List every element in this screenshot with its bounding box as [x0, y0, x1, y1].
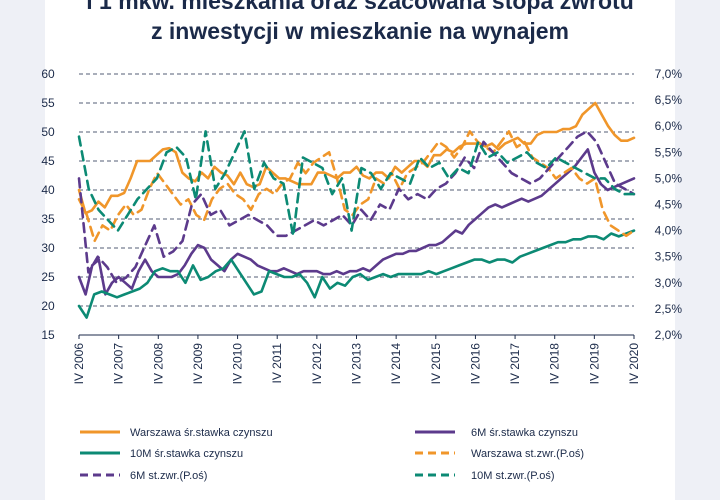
chart-card: [45, 0, 675, 500]
x-tick-label: IV 2006: [72, 343, 86, 385]
left-axis-ticks: 15 20 25 30 35 40 45 50 55 60: [41, 67, 55, 342]
left-tick-label: 35: [41, 212, 55, 226]
legend-label-2: 6M śr.stawka czynszu: [471, 427, 578, 439]
series-line-4: [77, 130, 636, 243]
right-tick-label: 2,0%: [655, 328, 683, 342]
x-tick-label: IV 2017: [508, 343, 522, 385]
x-tick-label: IV 2016: [468, 343, 482, 385]
legend-label-4: Warszawa st.zwr.(P.oś): [471, 448, 584, 460]
left-tick-label: 50: [41, 125, 55, 139]
right-tick-label: 4,0%: [655, 224, 683, 238]
series-line-3: [77, 229, 636, 319]
x-tick-label: IV 2008: [151, 343, 165, 385]
right-tick-label: 6,5%: [655, 93, 683, 107]
left-tick-label: 15: [41, 328, 55, 342]
legend-label-5: 6M st.zwr.(P.oś): [130, 470, 207, 482]
x-tick-label: IV 2013: [350, 343, 364, 385]
chart-title-line-2: z inwestycji w mieszkanie na wynajem: [150, 18, 569, 44]
series-layer: [77, 101, 636, 319]
x-axis-ticks: IV 2006 IV 2007 IV 2008 IV 2009 IV 2010 IV 20…: [72, 334, 641, 385]
left-tick-label: 40: [41, 183, 55, 197]
x-tick-label: IV 2010: [231, 343, 245, 385]
right-tick-label: 5,0%: [655, 171, 683, 185]
right-tick-label: 3,5%: [655, 250, 683, 264]
chart-title-line-1: i 1 mkw. mieszkania oraz szacowana stopa…: [86, 0, 634, 14]
x-tick-label: IV 2011: [270, 343, 284, 384]
x-tick-label: IV 2018: [548, 343, 562, 385]
right-tick-label: 3,0%: [655, 276, 683, 290]
series-line-2: [77, 148, 636, 296]
series-line-5: [77, 130, 636, 285]
left-tick-label: 45: [41, 154, 55, 168]
right-axis-ticks: 2,0% 2,5% 3,0% 3,5% 4,0% 4,5% 5,0% 5,5% 6,0% 6,5%…: [655, 67, 683, 342]
legend-label-6: 10M st.zwr.(P.oś): [471, 470, 555, 482]
x-tick-label: IV 2007: [112, 343, 126, 385]
x-tick-label: IV 2020: [627, 343, 641, 385]
legend-label-3: 10M śr.stawka czynszu: [130, 448, 243, 460]
right-tick-label: 4,5%: [655, 198, 683, 212]
right-tick-label: 2,5%: [655, 302, 683, 316]
left-tick-label: 20: [41, 299, 55, 313]
x-tick-label: IV 2009: [191, 343, 205, 385]
left-tick-label: 30: [41, 241, 55, 255]
legend: Warszawa śr.stawka czynszu 6M śr.stawka c…: [80, 427, 584, 482]
x-tick-label: IV 2014: [389, 343, 403, 385]
x-tick-label: IV 2015: [429, 343, 443, 385]
left-tick-label: 60: [41, 67, 55, 81]
series-line-6: [77, 130, 636, 238]
grid-lines: [79, 73, 634, 336]
left-tick-label: 55: [41, 96, 55, 110]
right-tick-label: 5,5%: [655, 145, 683, 159]
x-tick-label: IV 2019: [587, 343, 601, 385]
right-tick-label: 6,0%: [655, 119, 683, 133]
x-tick-label: IV 2012: [310, 343, 324, 385]
right-tick-label: 7,0%: [655, 67, 683, 81]
left-tick-label: 25: [41, 270, 55, 284]
legend-label-1: Warszawa śr.stawka czynszu: [130, 427, 273, 439]
